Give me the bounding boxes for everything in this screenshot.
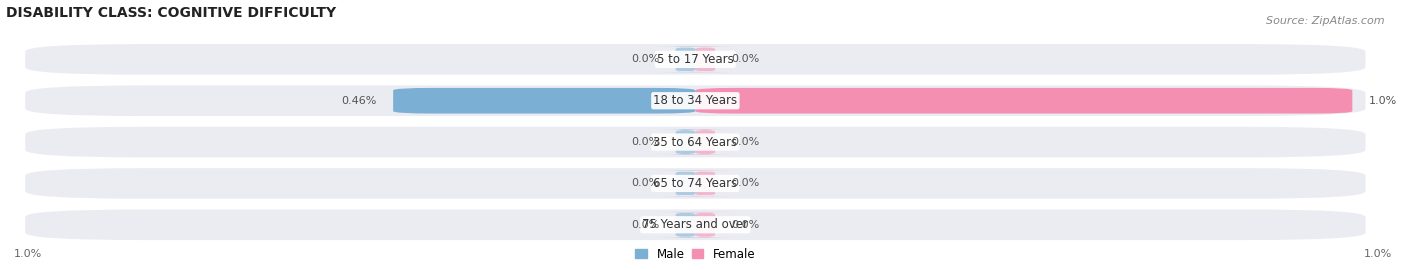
Text: 0.0%: 0.0%: [631, 178, 659, 188]
Text: 5 to 17 Years: 5 to 17 Years: [657, 53, 734, 66]
Text: 1.0%: 1.0%: [14, 249, 42, 259]
Text: Source: ZipAtlas.com: Source: ZipAtlas.com: [1267, 16, 1385, 26]
Text: 75 Years and over: 75 Years and over: [643, 218, 748, 231]
FancyBboxPatch shape: [657, 46, 716, 72]
FancyBboxPatch shape: [657, 212, 716, 238]
Text: 18 to 34 Years: 18 to 34 Years: [654, 94, 737, 107]
Text: 0.0%: 0.0%: [731, 137, 759, 147]
FancyBboxPatch shape: [657, 171, 716, 196]
FancyBboxPatch shape: [394, 88, 696, 114]
Text: 1.0%: 1.0%: [1369, 96, 1398, 106]
FancyBboxPatch shape: [25, 168, 1365, 199]
Text: 0.0%: 0.0%: [631, 220, 659, 230]
Text: 65 to 74 Years: 65 to 74 Years: [654, 177, 738, 190]
Text: 35 to 64 Years: 35 to 64 Years: [654, 136, 737, 148]
Text: 0.0%: 0.0%: [731, 178, 759, 188]
FancyBboxPatch shape: [676, 46, 735, 72]
Text: 0.0%: 0.0%: [731, 54, 759, 64]
FancyBboxPatch shape: [657, 129, 716, 155]
FancyBboxPatch shape: [676, 129, 735, 155]
FancyBboxPatch shape: [696, 88, 1353, 114]
Text: 0.0%: 0.0%: [631, 54, 659, 64]
Text: DISABILITY CLASS: COGNITIVE DIFFICULTY: DISABILITY CLASS: COGNITIVE DIFFICULTY: [6, 6, 336, 19]
FancyBboxPatch shape: [676, 171, 735, 196]
FancyBboxPatch shape: [25, 85, 1365, 116]
FancyBboxPatch shape: [25, 44, 1365, 75]
FancyBboxPatch shape: [25, 127, 1365, 157]
FancyBboxPatch shape: [25, 210, 1365, 240]
Text: 0.0%: 0.0%: [731, 220, 759, 230]
Text: 0.46%: 0.46%: [342, 96, 377, 106]
FancyBboxPatch shape: [676, 212, 735, 238]
Text: 0.0%: 0.0%: [631, 137, 659, 147]
Text: 1.0%: 1.0%: [1364, 249, 1392, 259]
Legend: Male, Female: Male, Female: [630, 243, 761, 266]
